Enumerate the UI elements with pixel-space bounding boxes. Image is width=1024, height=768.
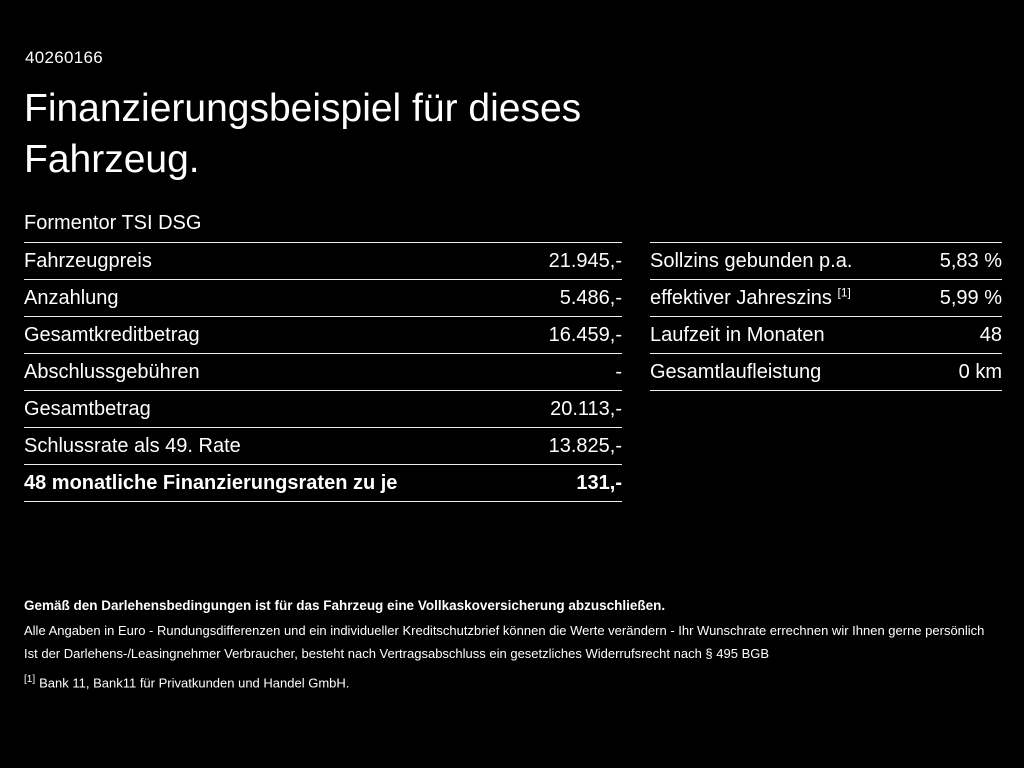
table-row: Sollzins gebunden p.a. 5,83 % — [650, 242, 1002, 279]
page-title: Finanzierungsbeispiel für dieses Fahrzeug… — [24, 84, 581, 185]
table-row: Laufzeit in Monaten 48 — [650, 316, 1002, 353]
row-label-text: effektiver Jahreszins — [650, 286, 832, 309]
financing-tables: Fahrzeugpreis 21.945,- Anzahlung 5.486,-… — [24, 242, 1002, 502]
document-id: 40260166 — [25, 48, 104, 67]
row-value: 21.945,- — [548, 249, 622, 272]
row-value: 48 — [979, 323, 1002, 346]
row-label: Anzahlung — [24, 286, 119, 309]
row-value: 20.113,- — [550, 397, 622, 420]
row-label: Gesamtlaufleistung — [650, 360, 822, 383]
row-label: effektiver Jahreszins [1] — [650, 284, 851, 310]
table-row: Abschlussgebühren - — [24, 353, 622, 390]
footnote-euro-note: Alle Angaben in Euro - Rundungsdifferenz… — [24, 623, 985, 638]
row-value: 5,99 % — [939, 286, 1002, 309]
row-value: 13.825,- — [548, 434, 622, 457]
row-value: 5,83 % — [939, 249, 1002, 272]
footnotes: Gemäß den Darlehensbedingungen ist für d… — [24, 598, 1000, 690]
table-row: effektiver Jahreszins [1] 5,99 % — [650, 279, 1002, 316]
page-title-line2: Fahrzeug. — [24, 137, 200, 181]
table-row: Gesamtkreditbetrag 16.459,- — [24, 316, 622, 353]
table-row: Gesamtbetrag 20.113,- — [24, 390, 622, 427]
row-value: 0 km — [958, 360, 1002, 383]
row-value: 5.486,- — [559, 286, 622, 309]
table-row-monthly-rate: 48 monatliche Finanzierungsraten zu je 1… — [24, 464, 622, 501]
row-label: Abschlussgebühren — [24, 360, 200, 383]
row-label: Schlussrate als 49. Rate — [24, 434, 241, 457]
page-title-line1: Finanzierungsbeispiel für dieses — [24, 87, 582, 130]
footnote-legal-note: Ist der Darlehens-/Leasingnehmer Verbrau… — [24, 646, 770, 661]
vehicle-model: Formentor TSI DSG — [24, 212, 202, 234]
row-value: 131,- — [576, 471, 622, 494]
financing-table-left: Fahrzeugpreis 21.945,- Anzahlung 5.486,-… — [24, 242, 622, 502]
footnote-marker: [1] — [837, 284, 851, 299]
footnote-bank-reference: [1] Bank 11, Bank11 für Privatkunden und … — [24, 674, 1000, 690]
row-value: - — [615, 360, 622, 383]
row-value: 16.459,- — [548, 323, 622, 346]
row-label: Fahrzeugpreis — [24, 249, 152, 272]
footnote-insurance: Gemäß den Darlehensbedingungen ist für d… — [24, 598, 666, 613]
financing-table-right: Sollzins gebunden p.a. 5,83 % effektiver… — [650, 242, 1002, 391]
row-label: Laufzeit in Monaten — [650, 323, 825, 346]
row-label: Gesamtkreditbetrag — [24, 323, 200, 346]
row-label: Gesamtbetrag — [24, 397, 151, 420]
footnote-ref-text: Bank 11, Bank11 für Privatkunden und Han… — [39, 675, 350, 691]
table-row: Fahrzeugpreis 21.945,- — [24, 242, 622, 279]
footnote-ref-marker: [1] — [24, 674, 36, 685]
table-row: Gesamtlaufleistung 0 km — [650, 353, 1002, 390]
row-label: 48 monatliche Finanzierungsraten zu je — [24, 471, 398, 494]
row-label: Sollzins gebunden p.a. — [650, 249, 853, 272]
table-row: Anzahlung 5.486,- — [24, 279, 622, 316]
table-row: Schlussrate als 49. Rate 13.825,- — [24, 427, 622, 464]
